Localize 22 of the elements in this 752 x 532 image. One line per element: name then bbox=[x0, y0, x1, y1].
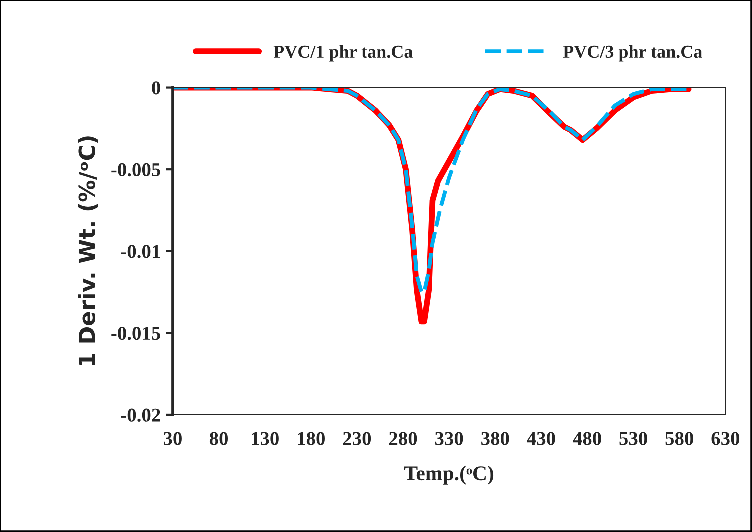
x-tick-label: 480 bbox=[573, 432, 602, 446]
legend-label: PVC/3 phr tan.Ca bbox=[563, 45, 702, 62]
y-tick-label: -0.02 bbox=[121, 408, 160, 422]
x-tick-label: 580 bbox=[666, 432, 694, 446]
x-tick-label: 180 bbox=[298, 432, 325, 446]
x-tick-label: 230 bbox=[343, 432, 372, 446]
x-tick-label: 330 bbox=[435, 432, 464, 446]
x-tick-label: 380 bbox=[482, 432, 510, 446]
y-tick-label: -0.015 bbox=[112, 326, 160, 340]
x-tick-label: 280 bbox=[389, 432, 418, 446]
y-axis-title: 1 Deriv. Wt. (%/ᵒC) bbox=[78, 136, 98, 366]
y-tick-label: -0.01 bbox=[121, 245, 160, 258]
x-tick-label: 30 bbox=[164, 432, 182, 446]
y-tick-label: 0 bbox=[152, 82, 160, 95]
x-tick-label: 80 bbox=[210, 432, 228, 446]
legend-label: PVC/1 phr tan.Ca bbox=[274, 45, 413, 62]
x-axis-title: Temp.(ᵒC) bbox=[404, 466, 494, 485]
y-tick-label: -0.005 bbox=[112, 163, 160, 177]
x-tick-label: 630 bbox=[712, 432, 740, 446]
x-tick-label: 530 bbox=[620, 432, 648, 446]
x-tick-label: 130 bbox=[252, 432, 279, 446]
x-tick-label: 430 bbox=[527, 432, 556, 446]
